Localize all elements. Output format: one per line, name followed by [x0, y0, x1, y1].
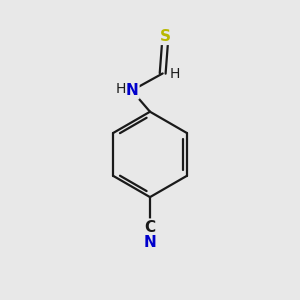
Text: H: H	[116, 82, 126, 96]
Text: C: C	[144, 220, 156, 235]
Text: S: S	[160, 28, 170, 44]
Text: H: H	[170, 67, 180, 81]
Text: N: N	[144, 235, 156, 250]
Text: N: N	[125, 83, 138, 98]
